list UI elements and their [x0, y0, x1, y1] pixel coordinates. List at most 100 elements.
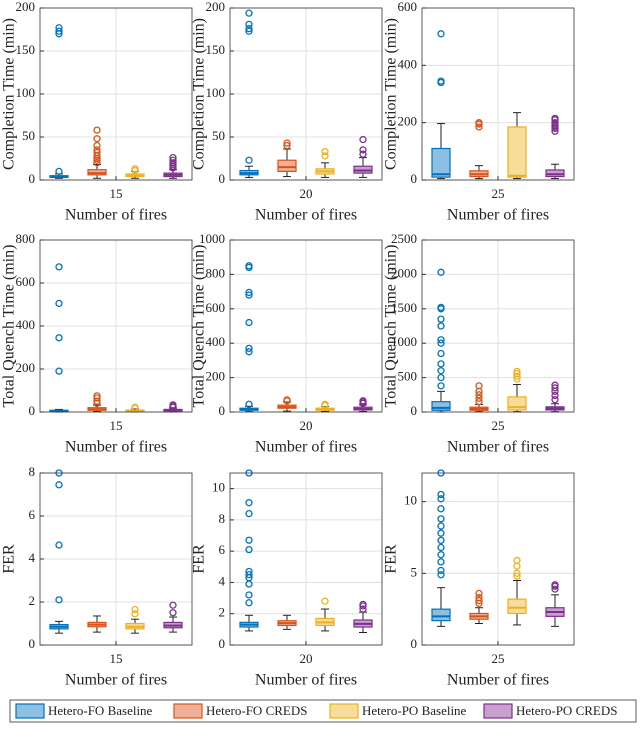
y-tick-label: 400 [398, 56, 418, 71]
x-axis-label: Number of fires [447, 439, 549, 456]
y-tick-label: 0 [219, 171, 226, 186]
outlier [55, 334, 63, 342]
outlier [245, 156, 253, 164]
y-tick-label: 600 [206, 300, 226, 315]
outlier [475, 382, 483, 390]
y-tick-label: 600 [16, 274, 36, 289]
x-tick-label: 15 [110, 186, 123, 201]
outlier [131, 403, 139, 411]
outlier [169, 601, 177, 609]
axes-frame [421, 472, 575, 646]
box [431, 608, 451, 622]
outlier [55, 481, 63, 489]
outlier [169, 156, 177, 164]
outlier [513, 372, 521, 380]
outlier [245, 400, 253, 408]
outlier [131, 610, 139, 618]
outlier [437, 315, 445, 323]
outlier [169, 401, 177, 409]
axes-frame [39, 7, 193, 181]
outlier [475, 119, 483, 127]
outlier [245, 262, 253, 270]
outlier [245, 348, 253, 356]
outlier [359, 146, 367, 154]
box [545, 169, 565, 178]
axes-frame [229, 7, 383, 181]
outlier [359, 397, 367, 405]
outlier [169, 159, 177, 167]
y-axis-label: FER [383, 544, 400, 574]
legend-label: Hetero-FO CREDS [206, 703, 307, 718]
y-tick-label: 4 [29, 550, 36, 565]
y-tick-label: 200 [16, 360, 36, 375]
outlier [437, 268, 445, 276]
axes-frame [229, 239, 383, 413]
x-tick-label: 20 [300, 418, 313, 433]
y-tick-label: 150 [16, 42, 36, 57]
outlier [245, 499, 253, 507]
outlier [437, 515, 445, 523]
y-tick-label: 100 [16, 85, 36, 100]
outlier [321, 147, 329, 156]
y-tick-label: 6 [29, 507, 36, 522]
outlier [551, 395, 559, 404]
outlier [437, 571, 445, 579]
outlier [359, 600, 367, 608]
outlier [93, 141, 101, 150]
outlier [321, 152, 329, 160]
outlier [437, 558, 445, 566]
x-axis-label: Number of fires [65, 672, 167, 689]
y-axis-label: Total Quench Time (min) [1, 245, 18, 408]
outlier [551, 381, 559, 389]
outlier [245, 288, 253, 297]
outlier [551, 119, 559, 127]
axes-frame [229, 472, 383, 646]
y-tick-label: 8 [29, 464, 36, 479]
x-axis-label: Number of fires [447, 672, 549, 689]
y-tick-label: 200 [16, 0, 36, 14]
x-tick-label: 15 [110, 418, 123, 433]
x-tick-label: 25 [492, 418, 505, 433]
y-tick-label: 400 [16, 317, 36, 332]
y-tick-label: 0 [411, 403, 418, 418]
outlier [245, 27, 253, 35]
x-tick-label: 15 [110, 651, 123, 666]
outlier [359, 150, 367, 158]
outlier [245, 545, 253, 554]
y-tick-label: 800 [16, 231, 36, 246]
outlier [245, 570, 253, 579]
outlier [475, 123, 483, 131]
outlier [55, 596, 63, 604]
outlier [131, 605, 139, 614]
legend-label: Hetero-FO Baseline [48, 703, 153, 718]
y-tick-label: 400 [206, 334, 226, 349]
outlier [55, 299, 63, 308]
outlier [437, 566, 445, 575]
y-axis-label: Completion Time (min) [383, 18, 400, 170]
x-axis-label: Number of fires [447, 207, 549, 224]
outlier [245, 20, 253, 28]
outlier [437, 543, 445, 552]
outlier [55, 263, 63, 271]
legend-swatch [329, 703, 359, 719]
outlier [437, 373, 445, 382]
outlier [321, 400, 329, 408]
outlier [437, 322, 445, 330]
outlier [437, 77, 445, 85]
outlier [551, 585, 559, 593]
outlier [551, 391, 559, 400]
outlier [169, 153, 177, 162]
x-axis-label: Number of fires [255, 439, 357, 456]
y-tick-label: 5 [411, 564, 418, 579]
outlier [55, 367, 63, 375]
outlier [245, 318, 253, 327]
outlier [245, 291, 253, 299]
outlier [283, 139, 291, 147]
outlier [437, 522, 445, 530]
legend-frame [9, 699, 637, 723]
y-tick-label: 100 [206, 85, 226, 100]
y-tick-label: 0 [29, 171, 36, 186]
outlier [245, 536, 253, 544]
x-tick-label: 20 [300, 651, 313, 666]
